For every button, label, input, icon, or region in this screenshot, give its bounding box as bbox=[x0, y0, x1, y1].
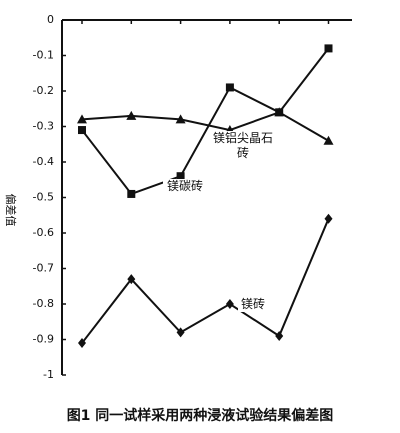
y-tick-label: -1 bbox=[43, 368, 54, 381]
marker bbox=[275, 330, 284, 341]
marker bbox=[126, 110, 137, 120]
y-tick-label: -0.3 bbox=[33, 120, 54, 133]
y-tick-label: -0.8 bbox=[33, 297, 54, 310]
y-tick-label: -0.9 bbox=[33, 333, 54, 346]
y-tick-label: -0.5 bbox=[33, 191, 54, 204]
marker bbox=[175, 114, 186, 124]
y-tick-label: -0.7 bbox=[33, 262, 54, 275]
series-label: 镁砖 bbox=[238, 297, 268, 312]
series-line bbox=[81, 218, 330, 344]
marker bbox=[127, 274, 136, 285]
marker bbox=[323, 135, 334, 145]
y-tick-label: -0.6 bbox=[33, 226, 54, 239]
marker bbox=[324, 44, 333, 53]
marker bbox=[225, 83, 234, 92]
marker bbox=[176, 172, 185, 181]
marker bbox=[77, 114, 87, 124]
y-tick-label: -0.1 bbox=[33, 49, 54, 62]
marker bbox=[78, 126, 86, 135]
series-line bbox=[81, 47, 330, 196]
y-axis-label: 偏差值 bbox=[4, 194, 18, 227]
marker bbox=[225, 299, 234, 309]
caption: 图1 同一试样采用两种浸液试验结果偏差图 bbox=[67, 407, 334, 424]
series-label: 镁碳砖 bbox=[163, 179, 207, 194]
marker bbox=[176, 327, 185, 338]
marker bbox=[274, 107, 285, 117]
marker bbox=[324, 213, 333, 224]
y-tick-label: -0.4 bbox=[33, 155, 54, 168]
series-line bbox=[81, 111, 329, 142]
marker bbox=[78, 338, 86, 349]
y-tick-label: 0 bbox=[47, 13, 54, 26]
marker bbox=[127, 189, 136, 198]
series-label: 镁铝尖晶石砖 bbox=[210, 131, 276, 161]
y-tick-label: -0.2 bbox=[33, 84, 54, 97]
